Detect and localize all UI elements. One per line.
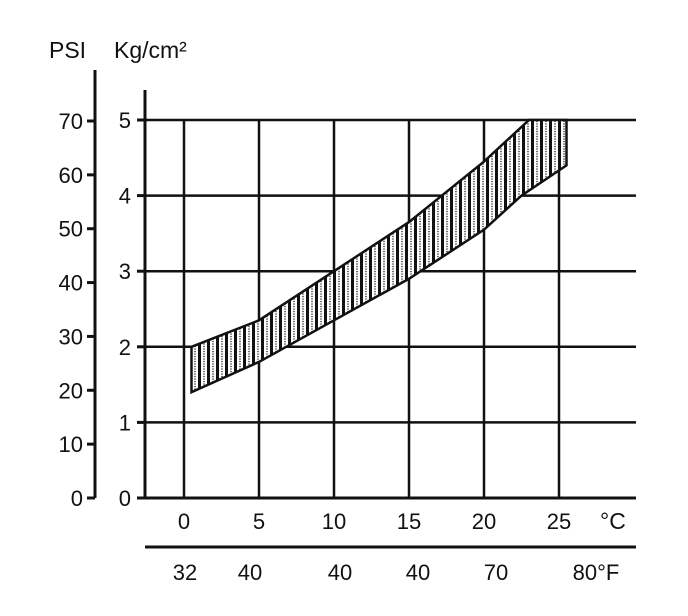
fahrenheit-tick-label-1: 40 [238,560,262,585]
kg-tick-label-0: 0 [119,486,131,511]
celsius-tick-labels: 0 5 10 15 20 25 [178,509,571,534]
psi-tick-label-20: 20 [59,378,83,403]
celsius-tick-label-5: 5 [253,509,265,534]
kg-tick-labels: 0 1 2 3 4 5 [119,108,145,511]
fahrenheit-tick-label-2: 40 [328,560,352,585]
psi-tick-label-50: 50 [59,217,83,242]
kg-tick-label-1: 1 [119,410,131,435]
psi-tick-label-40: 40 [59,271,83,296]
celsius-unit-label: °C [600,508,626,534]
psi-tick-labels: 0 10 20 30 40 50 60 70 [59,109,95,511]
psi-unit-label: PSI [49,37,86,63]
celsius-tick-label-0: 0 [178,509,190,534]
celsius-tick-label-10: 10 [322,509,346,534]
fahrenheit-tick-labels: 32 40 40 40 70 80°F [173,560,620,585]
pressure-range-band [190,118,568,395]
fahrenheit-tick-label-0: 32 [173,560,197,585]
celsius-tick-label-25: 25 [547,509,571,534]
kg-unit-label: Kg/cm² [114,37,187,63]
band-layer [190,118,568,395]
kg-tick-label-5: 5 [119,108,131,133]
kg-tick-label-4: 4 [119,184,131,209]
psi-tick-label-10: 10 [59,432,83,457]
fahrenheit-tick-label-4: 70 [484,560,508,585]
psi-tick-label-0: 0 [71,486,83,511]
celsius-tick-label-15: 15 [397,509,421,534]
psi-tick-label-30: 30 [59,324,83,349]
psi-tick-label-60: 60 [59,163,83,188]
fahrenheit-tick-label-5: 80°F [573,560,620,585]
fahrenheit-tick-label-3: 40 [406,560,430,585]
celsius-tick-label-20: 20 [472,509,496,534]
grid [145,118,636,498]
kg-tick-label-2: 2 [119,335,131,360]
psi-tick-label-70: 70 [59,109,83,134]
kg-tick-label-3: 3 [119,259,131,284]
